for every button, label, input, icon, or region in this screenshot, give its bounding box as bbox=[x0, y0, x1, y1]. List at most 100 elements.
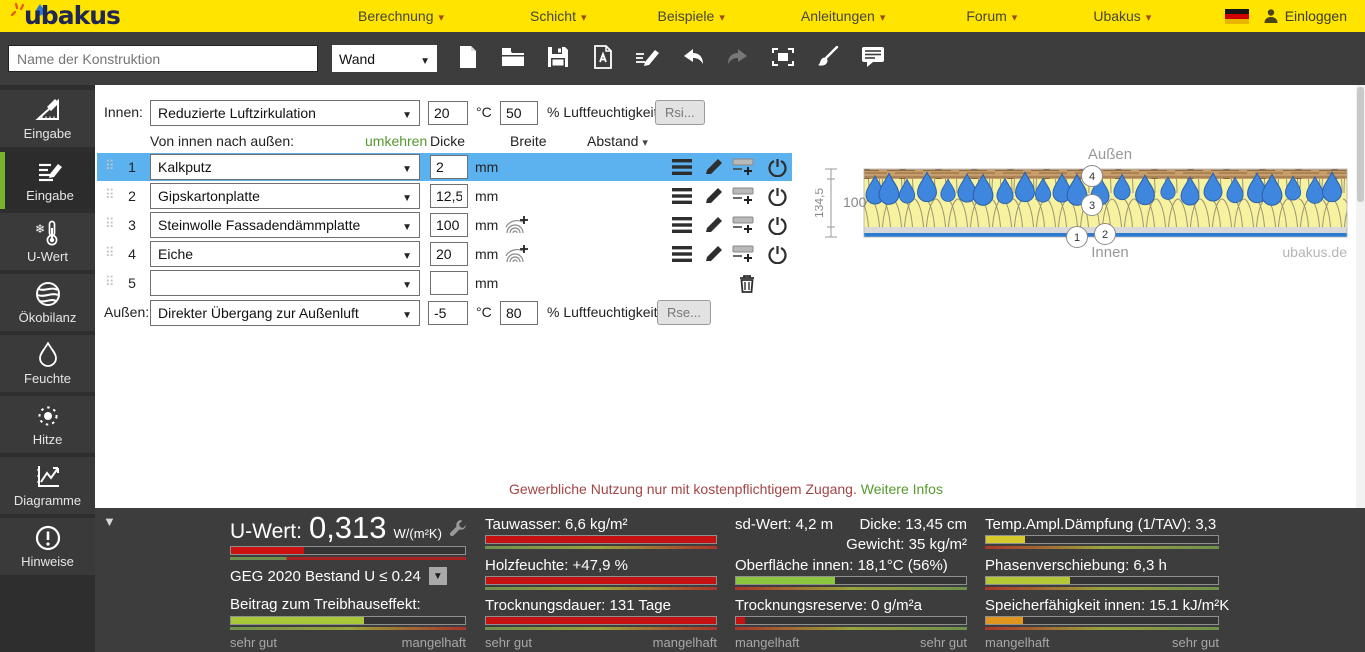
tauwasser-text: Tauwasser: 6,6 kg/m² bbox=[485, 516, 628, 533]
paint-icon[interactable] bbox=[815, 42, 841, 72]
drag-handle-icon[interactable]: ⠿ bbox=[105, 274, 115, 289]
trocknungsdauer-scale bbox=[485, 627, 717, 630]
innen-label: Innen: bbox=[104, 104, 143, 120]
sidebar-item-u-wert[interactable]: ❄ U-Wert bbox=[0, 213, 95, 270]
trocknungsdauer-bar bbox=[485, 616, 717, 625]
thickness-input[interactable] bbox=[430, 213, 468, 237]
edit-layer-icon[interactable] bbox=[702, 156, 726, 178]
construction-type-select[interactable]: Wand bbox=[332, 45, 437, 72]
material-select[interactable]: Kalkputz bbox=[150, 154, 420, 180]
layer-menu-icon[interactable] bbox=[670, 243, 694, 265]
trocknungsreserve-scale bbox=[735, 627, 967, 630]
rsi-button[interactable]: Rsi... bbox=[655, 100, 705, 125]
save-icon[interactable] bbox=[545, 42, 571, 72]
oberflaeche-scale bbox=[735, 587, 967, 590]
scrollbar-thumb[interactable] bbox=[1357, 87, 1364, 202]
layer-menu-icon[interactable] bbox=[670, 156, 694, 178]
aussen-temperature-input[interactable] bbox=[428, 301, 468, 325]
aussen-side-label: Außen bbox=[1088, 146, 1132, 163]
sidebar-item-oekobilanz[interactable]: Ökobilanz bbox=[0, 274, 95, 331]
pdf-export-icon[interactable] bbox=[590, 42, 616, 72]
german-flag-icon[interactable] bbox=[1224, 8, 1249, 24]
menu-schicht[interactable]: Schicht bbox=[522, 8, 594, 24]
oberflaeche-text: Oberfläche innen: 18,1°C (56%) bbox=[735, 557, 948, 574]
chart-icon bbox=[36, 465, 59, 487]
vertical-scrollbar[interactable] bbox=[1356, 85, 1365, 508]
toggle-layer-icon[interactable] bbox=[765, 185, 789, 207]
delete-layer-icon[interactable] bbox=[735, 272, 759, 294]
collapse-panel-icon[interactable] bbox=[103, 514, 116, 529]
menu-berechnung[interactable]: Berechnung bbox=[350, 8, 452, 24]
wood-layer[interactable] bbox=[864, 169, 1347, 179]
material-select[interactable] bbox=[150, 270, 420, 296]
new-document-icon[interactable] bbox=[455, 42, 481, 72]
add-layer-icon[interactable] bbox=[732, 214, 756, 236]
material-select[interactable]: Steinwolle Fassadendämmplatte bbox=[150, 212, 420, 238]
menu-ubakus[interactable]: Ubakus bbox=[1085, 8, 1159, 24]
add-layer-icon[interactable] bbox=[732, 243, 756, 265]
sidebar-item-label: U-Wert bbox=[27, 248, 68, 264]
wrench-icon[interactable] bbox=[449, 519, 467, 537]
co2-scale bbox=[230, 627, 466, 630]
ubakus-logo[interactable]: ubakus bbox=[10, 1, 140, 31]
sidebar-item-eingabe-geometrie[interactable]: Eingabe bbox=[0, 90, 95, 147]
redo-icon[interactable] bbox=[725, 42, 751, 72]
thickness-input[interactable] bbox=[430, 242, 468, 266]
sidebar-item-feuchte[interactable]: Feuchte bbox=[0, 335, 95, 392]
sidebar-item-eingabe-schichten[interactable]: Eingabe bbox=[0, 152, 95, 209]
edit-layer-icon[interactable] bbox=[702, 185, 726, 207]
reverse-link[interactable]: umkehren bbox=[365, 133, 428, 149]
fullscreen-icon[interactable] bbox=[770, 42, 796, 72]
thickness-input[interactable] bbox=[430, 155, 468, 179]
top-navigation: ubakus Berechnung Schicht Beispiele Anle… bbox=[0, 0, 1365, 32]
innen-humidity-input[interactable] bbox=[500, 101, 538, 125]
menu-anleitungen[interactable]: Anleitungen bbox=[793, 8, 893, 24]
thickness-input[interactable] bbox=[430, 184, 468, 208]
sidebar-item-hitze[interactable]: Hitze bbox=[0, 396, 95, 453]
toggle-layer-icon[interactable] bbox=[765, 156, 789, 178]
thickness-input[interactable] bbox=[430, 271, 468, 295]
chevron-down-icon bbox=[396, 105, 412, 121]
scale-left-label: mangelhaft bbox=[735, 635, 800, 650]
layer-menu-icon[interactable] bbox=[670, 214, 694, 236]
aussen-humidity-input[interactable] bbox=[500, 301, 538, 325]
drag-handle-icon[interactable]: ⠿ bbox=[105, 187, 115, 202]
scale-left-label: sehr gut bbox=[230, 635, 277, 650]
aussen-surface-select[interactable]: Direkter Übergang zur Außenluft bbox=[150, 300, 420, 326]
toggle-layer-icon[interactable] bbox=[765, 214, 789, 236]
toggle-layer-icon[interactable] bbox=[765, 243, 789, 265]
edit-notes-icon[interactable] bbox=[635, 42, 661, 72]
innen-temperature-input[interactable] bbox=[428, 101, 468, 125]
notice-link[interactable]: Weitere Infos bbox=[860, 481, 943, 497]
layer-markers[interactable]: 4 3 2 1 bbox=[1066, 165, 1116, 248]
phasenverschiebung-scale bbox=[985, 587, 1219, 590]
layer-number: 3 bbox=[128, 217, 136, 233]
sidebar-item-diagramme[interactable]: Diagramme bbox=[0, 457, 95, 514]
add-layer-icon[interactable] bbox=[732, 185, 756, 207]
material-select[interactable]: Eiche bbox=[150, 241, 420, 267]
abstand-header[interactable]: Abstand bbox=[587, 133, 648, 149]
edit-layer-icon[interactable] bbox=[702, 243, 726, 265]
add-layer-icon[interactable] bbox=[732, 156, 756, 178]
drag-handle-icon[interactable]: ⠿ bbox=[105, 216, 115, 231]
geg-dropdown-button[interactable] bbox=[428, 567, 447, 585]
construction-name-input[interactable] bbox=[8, 45, 318, 72]
layer-number: 2 bbox=[128, 188, 136, 204]
drag-handle-icon[interactable]: ⠿ bbox=[105, 245, 115, 260]
menu-forum[interactable]: Forum bbox=[958, 8, 1025, 24]
menu-beispiele[interactable]: Beispiele bbox=[650, 8, 733, 24]
chevron-down-icon bbox=[576, 8, 587, 24]
wood-grain-icon[interactable] bbox=[505, 242, 529, 266]
edit-layer-icon[interactable] bbox=[702, 214, 726, 236]
innen-surface-select[interactable]: Reduzierte Luftzirkulation bbox=[150, 100, 420, 126]
comment-icon[interactable] bbox=[860, 42, 886, 72]
wood-grain-icon[interactable] bbox=[505, 213, 529, 237]
login-button[interactable]: Einloggen bbox=[1263, 8, 1347, 24]
material-select[interactable]: Gipskartonplatte bbox=[150, 183, 420, 209]
open-folder-icon[interactable] bbox=[500, 42, 526, 72]
sidebar-item-hinweise[interactable]: Hinweise bbox=[0, 518, 95, 575]
undo-icon[interactable] bbox=[680, 42, 706, 72]
drag-handle-icon[interactable]: ⠿ bbox=[105, 158, 115, 173]
layer-menu-icon[interactable] bbox=[670, 185, 694, 207]
rse-button[interactable]: Rse... bbox=[657, 300, 711, 325]
